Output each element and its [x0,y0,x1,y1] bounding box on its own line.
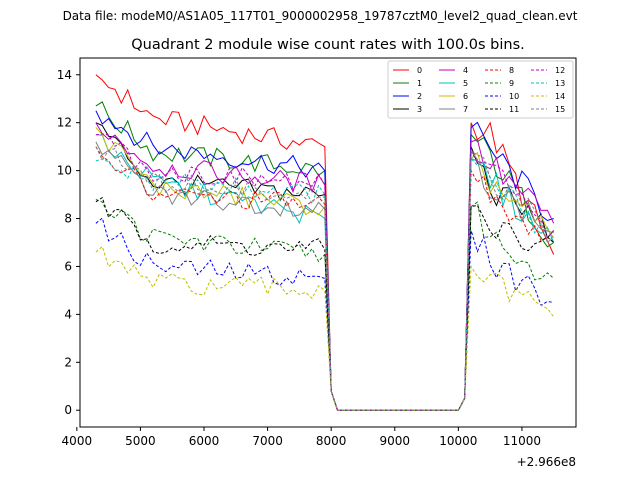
x-tick-label: 4000 [62,434,93,448]
y-tick-label: 0 [64,403,72,417]
axes-frame [79,57,577,428]
legend-label-12: 12 [555,66,565,75]
x-tick-label: 11000 [503,434,541,448]
legend-label-0: 0 [417,66,422,75]
legend-label-1: 1 [417,79,422,88]
x-tick-label: 9000 [379,434,410,448]
x-tick-label: 10000 [439,434,477,448]
series-line-6 [95,127,555,411]
y-tick-label: 2 [64,355,72,369]
y-axis: 0 2 4 6 8 10 12 14 [57,68,80,417]
legend-label-9: 9 [509,79,514,88]
plot-lines [95,74,555,411]
legend-label-10: 10 [509,92,519,101]
legend-label-14: 14 [555,92,565,101]
series-line-15 [95,146,555,411]
series-line-10 [95,217,554,411]
legend-label-13: 13 [555,79,565,88]
x-tick-label: 6000 [189,434,220,448]
y-tick-label: 4 [64,307,72,321]
legend-label-2: 2 [417,92,422,101]
y-tick-label: 8 [64,212,72,226]
legend-label-8: 8 [509,66,514,75]
legend-label-11: 11 [509,105,519,114]
chart-suptitle: Data file: modeM0/AS1A05_117T01_90000029… [63,9,578,23]
y-tick-label: 14 [57,68,72,82]
series-line-11 [95,196,555,411]
x-offset-label: +2.966e8 [517,455,576,469]
series-line-9 [95,198,555,411]
x-tick-label: 7000 [252,434,283,448]
x-tick-label: 8000 [316,434,347,448]
legend-label-15: 15 [555,105,565,114]
series-line-13 [95,157,554,411]
series-line-4 [95,122,555,411]
y-tick-label: 10 [57,164,72,178]
series-line-5 [95,134,555,411]
series-line-3 [95,122,555,411]
legend-label-5: 5 [463,79,468,88]
series-line-1 [95,101,554,411]
y-tick-label: 12 [57,116,72,130]
x-tick-label: 5000 [125,434,156,448]
y-tick-label: 6 [64,259,72,273]
legend-label-6: 6 [463,92,468,101]
legend-frame [387,60,574,119]
series-line-7 [95,141,554,411]
chart-title: Quadrant 2 module wise count rates with … [131,37,525,53]
series-line-12 [95,133,555,411]
x-axis: 4000 5000 6000 7000 8000 9000 10000 11000 [62,427,541,448]
legend-label-3: 3 [417,105,422,114]
legend-label-4: 4 [463,66,468,75]
series-line-0 [95,74,555,411]
legend-label-7: 7 [463,105,468,114]
